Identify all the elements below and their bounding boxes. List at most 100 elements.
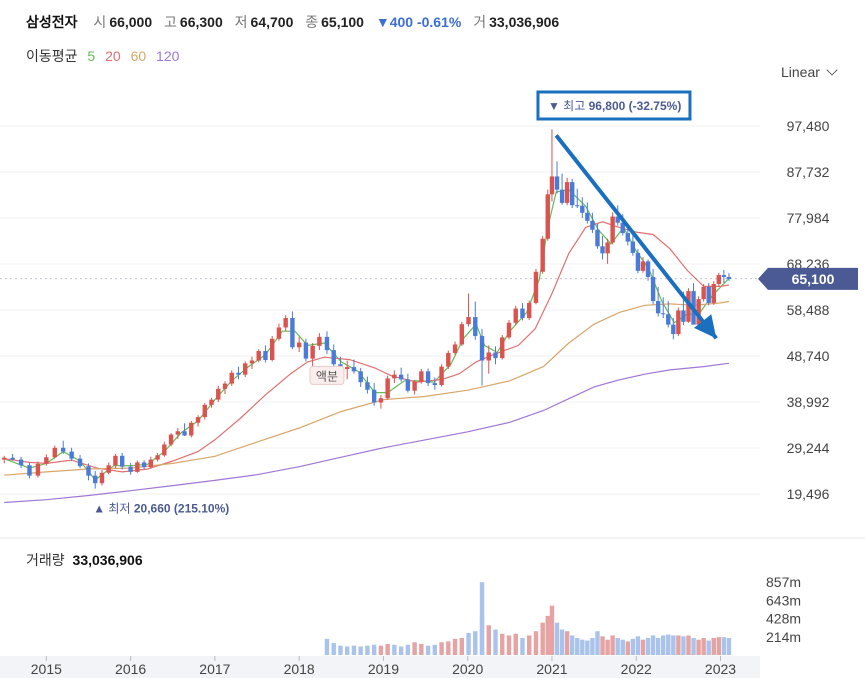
candle-body (175, 431, 181, 435)
volume-bar-up (605, 639, 610, 655)
candle-down (569, 178, 575, 209)
candle-down (93, 470, 98, 489)
volume-bar-down (691, 638, 696, 655)
candle-body (650, 276, 656, 302)
volume-bar-down (645, 638, 651, 655)
candle-body (35, 463, 41, 476)
candle-body (635, 252, 641, 271)
ma-5-label[interactable]: 5 (87, 48, 96, 64)
candle-body (222, 383, 228, 389)
volume-bar-up (385, 643, 390, 655)
candle-body (99, 472, 105, 484)
low-value: 20,660 (215.10%) (134, 502, 229, 516)
candle-down (706, 283, 711, 306)
x-tick-label: 2022 (621, 661, 652, 677)
y-tick-label: 19,496 (787, 486, 830, 502)
candle-body (77, 458, 83, 467)
volume-bar-down (580, 639, 585, 655)
ma-60-label[interactable]: 60 (130, 48, 147, 64)
volume-panel-label: 거래량 (26, 552, 65, 568)
candle-up (222, 381, 228, 394)
volume-bar-down (615, 638, 620, 655)
candle-up (392, 370, 397, 384)
volume-bar-down (590, 638, 595, 655)
volume-bar-down (721, 637, 727, 655)
candle-body (500, 337, 505, 359)
candle-body (182, 431, 187, 436)
volume-bar-down (351, 645, 357, 655)
x-tick-label: 2018 (284, 661, 315, 677)
candle-down (86, 463, 91, 481)
time-axis-band (0, 656, 760, 678)
candle-down (18, 456, 24, 469)
candle-up (155, 452, 160, 462)
volume-bar-down (432, 644, 438, 655)
candle-up (162, 441, 167, 457)
ma-120-label[interactable]: 120 (156, 48, 180, 64)
high-annotation-label: ▼ 최고 96,800 (-32.75%) (548, 99, 681, 113)
candle-body (452, 344, 458, 353)
volume-bar-down (371, 644, 377, 655)
candle-up (135, 460, 140, 473)
volume-bar-down (575, 638, 580, 655)
candle-up (216, 385, 221, 403)
high-marker: ▼ 최고 (548, 99, 589, 113)
candle-down (520, 302, 525, 321)
candle-down (351, 359, 357, 374)
y-tick-label: 38,992 (787, 394, 830, 410)
volume-bar-down (324, 638, 330, 655)
candle-body (189, 422, 194, 436)
candle-body (549, 176, 555, 195)
split-annotation-label: 액분 (316, 369, 338, 383)
current-price-label: 65,100 (792, 271, 835, 287)
volume-bar-down (585, 640, 590, 655)
volume-bar-down (473, 631, 478, 655)
scale-selector[interactable]: Linear (781, 64, 838, 80)
volume-bar-up (452, 638, 458, 655)
candle-body (392, 374, 397, 379)
candle-down (182, 423, 187, 436)
time-axis: 2015 2016 2017 2018 2019 2020 2021 2022 2023 (0, 537, 865, 678)
trend-arrow-head (694, 314, 717, 339)
candle-body (276, 327, 282, 339)
split-annotation-box (309, 365, 345, 385)
candle-up (605, 238, 610, 264)
ma-20-label[interactable]: 20 (105, 48, 121, 64)
candle-body (93, 475, 98, 484)
candle-up (175, 427, 181, 439)
candle-down (263, 345, 268, 363)
candle-up (344, 360, 350, 380)
candle-body (119, 455, 125, 467)
high-label: 고 (164, 14, 177, 30)
candle-body (2, 457, 7, 460)
candle-body (243, 363, 248, 375)
volume-bar-up (711, 638, 716, 655)
candle-up (676, 307, 681, 336)
candle-body (554, 176, 560, 190)
candle-body (479, 335, 485, 361)
candle-body (419, 371, 424, 382)
current-price-tag (758, 267, 858, 290)
candle-body (256, 351, 261, 361)
candle-body (564, 182, 570, 203)
volume-tick-label: 214m (766, 629, 801, 645)
candle-down (595, 223, 600, 249)
volume-bar-down (666, 634, 671, 655)
x-tick-label: 2021 (536, 661, 567, 677)
candle-body (446, 352, 451, 367)
price-axis: 97,48087,73277,98468,23658,48848,74038,9… (787, 118, 830, 502)
volume-tick-label: 857m (766, 574, 801, 590)
volume-bar-up (527, 635, 532, 655)
candle-body (605, 242, 610, 254)
candle-body (432, 383, 438, 386)
x-tick-label: 2020 (452, 661, 483, 677)
volume-bar-up (686, 635, 691, 655)
candle-body (27, 465, 32, 476)
candle-up (243, 361, 248, 378)
candle-body (706, 286, 711, 303)
volume-tick-label: 428m (766, 611, 801, 627)
volume-bar-peak (479, 582, 485, 655)
candle-body (569, 182, 575, 206)
volume-bar-down (554, 622, 560, 655)
